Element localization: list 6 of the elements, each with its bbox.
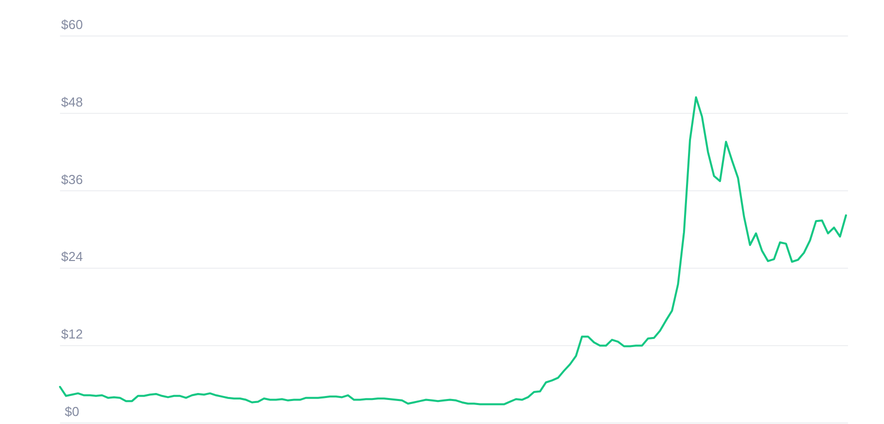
y-tick-label: $36 [61, 172, 83, 187]
y-tick-label: $0 [64, 404, 80, 419]
y-tick-label: $12 [61, 326, 83, 342]
y-tick-label: $24 [61, 249, 83, 264]
y-tick-label: $60 [61, 17, 83, 32]
y-tick-label: $48 [61, 94, 83, 110]
